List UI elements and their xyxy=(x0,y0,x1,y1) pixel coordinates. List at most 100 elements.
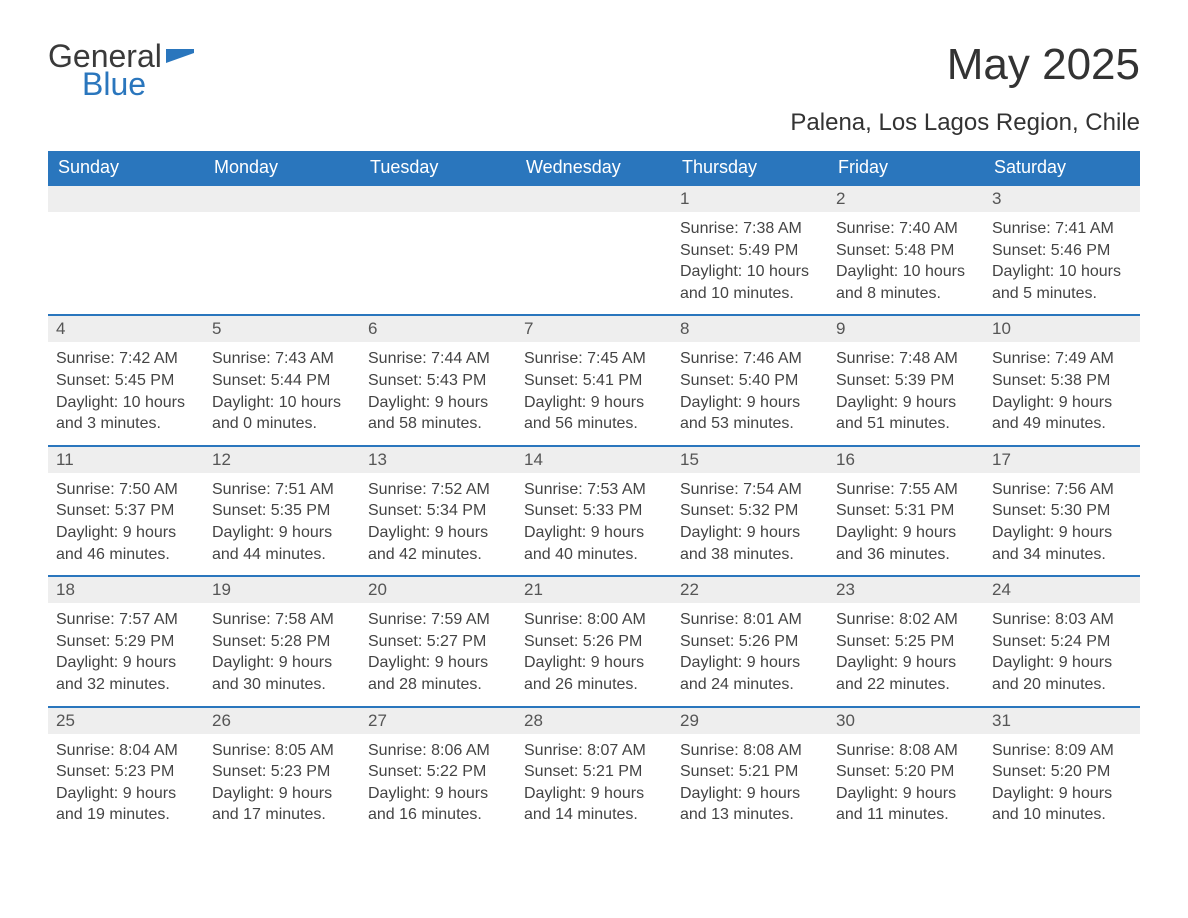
calendar-day-cell xyxy=(204,185,360,315)
daylight-text: Daylight: 9 hours and 53 minutes. xyxy=(680,392,820,435)
day-number: 28 xyxy=(516,708,672,734)
calendar-week-row: 1Sunrise: 7:38 AMSunset: 5:49 PMDaylight… xyxy=(48,185,1140,315)
calendar-day-cell: 17Sunrise: 7:56 AMSunset: 5:30 PMDayligh… xyxy=(984,446,1140,576)
day-number: 12 xyxy=(204,447,360,473)
day-number: 10 xyxy=(984,316,1140,342)
day-details: Sunrise: 8:09 AMSunset: 5:20 PMDaylight:… xyxy=(984,734,1140,836)
daylight-text: Daylight: 9 hours and 36 minutes. xyxy=(836,522,976,565)
sunrise-text: Sunrise: 7:42 AM xyxy=(56,348,196,370)
day-number: 6 xyxy=(360,316,516,342)
sunset-text: Sunset: 5:35 PM xyxy=(212,500,352,522)
calendar-day-cell xyxy=(516,185,672,315)
daylight-text: Daylight: 9 hours and 56 minutes. xyxy=(524,392,664,435)
day-details: Sunrise: 7:44 AMSunset: 5:43 PMDaylight:… xyxy=(360,342,516,444)
day-details: Sunrise: 8:04 AMSunset: 5:23 PMDaylight:… xyxy=(48,734,204,836)
daylight-text: Daylight: 10 hours and 5 minutes. xyxy=(992,261,1132,304)
day-number: 22 xyxy=(672,577,828,603)
sunset-text: Sunset: 5:29 PM xyxy=(56,631,196,653)
sunset-text: Sunset: 5:34 PM xyxy=(368,500,508,522)
day-details: Sunrise: 7:38 AMSunset: 5:49 PMDaylight:… xyxy=(672,212,828,314)
day-details: Sunrise: 7:55 AMSunset: 5:31 PMDaylight:… xyxy=(828,473,984,575)
day-number: 2 xyxy=(828,186,984,212)
day-number: 30 xyxy=(828,708,984,734)
sunset-text: Sunset: 5:48 PM xyxy=(836,240,976,262)
daylight-text: Daylight: 9 hours and 11 minutes. xyxy=(836,783,976,826)
sunrise-text: Sunrise: 8:08 AM xyxy=(836,740,976,762)
sunrise-text: Sunrise: 7:55 AM xyxy=(836,479,976,501)
calendar-day-cell: 15Sunrise: 7:54 AMSunset: 5:32 PMDayligh… xyxy=(672,446,828,576)
sunrise-text: Sunrise: 7:44 AM xyxy=(368,348,508,370)
daylight-text: Daylight: 9 hours and 20 minutes. xyxy=(992,652,1132,695)
weekday-header: Thursday xyxy=(672,151,828,185)
calendar-day-cell: 12Sunrise: 7:51 AMSunset: 5:35 PMDayligh… xyxy=(204,446,360,576)
day-number: 15 xyxy=(672,447,828,473)
calendar-day-cell: 7Sunrise: 7:45 AMSunset: 5:41 PMDaylight… xyxy=(516,315,672,445)
daylight-text: Daylight: 9 hours and 22 minutes. xyxy=(836,652,976,695)
sunrise-text: Sunrise: 8:07 AM xyxy=(524,740,664,762)
weekday-header: Tuesday xyxy=(360,151,516,185)
daylight-text: Daylight: 9 hours and 19 minutes. xyxy=(56,783,196,826)
calendar-day-cell: 30Sunrise: 8:08 AMSunset: 5:20 PMDayligh… xyxy=(828,707,984,837)
day-details: Sunrise: 7:54 AMSunset: 5:32 PMDaylight:… xyxy=(672,473,828,575)
sunset-text: Sunset: 5:25 PM xyxy=(836,631,976,653)
day-number: 3 xyxy=(984,186,1140,212)
daylight-text: Daylight: 9 hours and 40 minutes. xyxy=(524,522,664,565)
sunrise-text: Sunrise: 7:51 AM xyxy=(212,479,352,501)
calendar-week-row: 4Sunrise: 7:42 AMSunset: 5:45 PMDaylight… xyxy=(48,315,1140,445)
day-details: Sunrise: 8:00 AMSunset: 5:26 PMDaylight:… xyxy=(516,603,672,705)
calendar-day-cell: 13Sunrise: 7:52 AMSunset: 5:34 PMDayligh… xyxy=(360,446,516,576)
weekday-header-row: Sunday Monday Tuesday Wednesday Thursday… xyxy=(48,151,1140,185)
calendar-day-cell: 21Sunrise: 8:00 AMSunset: 5:26 PMDayligh… xyxy=(516,576,672,706)
day-details: Sunrise: 7:45 AMSunset: 5:41 PMDaylight:… xyxy=(516,342,672,444)
sunrise-text: Sunrise: 7:49 AM xyxy=(992,348,1132,370)
sunset-text: Sunset: 5:23 PM xyxy=(56,761,196,783)
sunrise-text: Sunrise: 7:52 AM xyxy=(368,479,508,501)
calendar-day-cell: 8Sunrise: 7:46 AMSunset: 5:40 PMDaylight… xyxy=(672,315,828,445)
daylight-text: Daylight: 9 hours and 28 minutes. xyxy=(368,652,508,695)
day-details: Sunrise: 7:43 AMSunset: 5:44 PMDaylight:… xyxy=(204,342,360,444)
calendar-day-cell xyxy=(48,185,204,315)
day-details: Sunrise: 8:05 AMSunset: 5:23 PMDaylight:… xyxy=(204,734,360,836)
calendar-day-cell: 11Sunrise: 7:50 AMSunset: 5:37 PMDayligh… xyxy=(48,446,204,576)
sunset-text: Sunset: 5:21 PM xyxy=(680,761,820,783)
sunrise-text: Sunrise: 7:48 AM xyxy=(836,348,976,370)
sunrise-text: Sunrise: 7:56 AM xyxy=(992,479,1132,501)
daylight-text: Daylight: 9 hours and 38 minutes. xyxy=(680,522,820,565)
sunset-text: Sunset: 5:21 PM xyxy=(524,761,664,783)
sunrise-text: Sunrise: 7:38 AM xyxy=(680,218,820,240)
sunrise-text: Sunrise: 8:06 AM xyxy=(368,740,508,762)
day-number-empty xyxy=(48,186,204,212)
logo: General Blue xyxy=(48,40,194,103)
day-number: 31 xyxy=(984,708,1140,734)
sunset-text: Sunset: 5:30 PM xyxy=(992,500,1132,522)
day-number-empty xyxy=(360,186,516,212)
sunrise-text: Sunrise: 7:46 AM xyxy=(680,348,820,370)
daylight-text: Daylight: 9 hours and 58 minutes. xyxy=(368,392,508,435)
daylight-text: Daylight: 9 hours and 34 minutes. xyxy=(992,522,1132,565)
page-subtitle: Palena, Los Lagos Region, Chile xyxy=(48,109,1140,137)
sunset-text: Sunset: 5:33 PM xyxy=(524,500,664,522)
sunset-text: Sunset: 5:41 PM xyxy=(524,370,664,392)
weekday-header: Friday xyxy=(828,151,984,185)
day-details: Sunrise: 7:59 AMSunset: 5:27 PMDaylight:… xyxy=(360,603,516,705)
sunset-text: Sunset: 5:31 PM xyxy=(836,500,976,522)
day-details: Sunrise: 7:40 AMSunset: 5:48 PMDaylight:… xyxy=(828,212,984,314)
sunrise-text: Sunrise: 7:40 AM xyxy=(836,218,976,240)
day-number: 18 xyxy=(48,577,204,603)
sunset-text: Sunset: 5:28 PM xyxy=(212,631,352,653)
day-number: 13 xyxy=(360,447,516,473)
day-details: Sunrise: 8:08 AMSunset: 5:21 PMDaylight:… xyxy=(672,734,828,836)
day-number: 25 xyxy=(48,708,204,734)
day-number: 24 xyxy=(984,577,1140,603)
sunrise-text: Sunrise: 7:58 AM xyxy=(212,609,352,631)
calendar-week-row: 25Sunrise: 8:04 AMSunset: 5:23 PMDayligh… xyxy=(48,707,1140,837)
calendar-table: Sunday Monday Tuesday Wednesday Thursday… xyxy=(48,151,1140,837)
sunset-text: Sunset: 5:27 PM xyxy=(368,631,508,653)
sunrise-text: Sunrise: 7:54 AM xyxy=(680,479,820,501)
day-number: 19 xyxy=(204,577,360,603)
page-title: May 2025 xyxy=(947,40,1140,90)
sunrise-text: Sunrise: 8:00 AM xyxy=(524,609,664,631)
calendar-day-cell: 27Sunrise: 8:06 AMSunset: 5:22 PMDayligh… xyxy=(360,707,516,837)
calendar-day-cell: 4Sunrise: 7:42 AMSunset: 5:45 PMDaylight… xyxy=(48,315,204,445)
sunrise-text: Sunrise: 7:41 AM xyxy=(992,218,1132,240)
